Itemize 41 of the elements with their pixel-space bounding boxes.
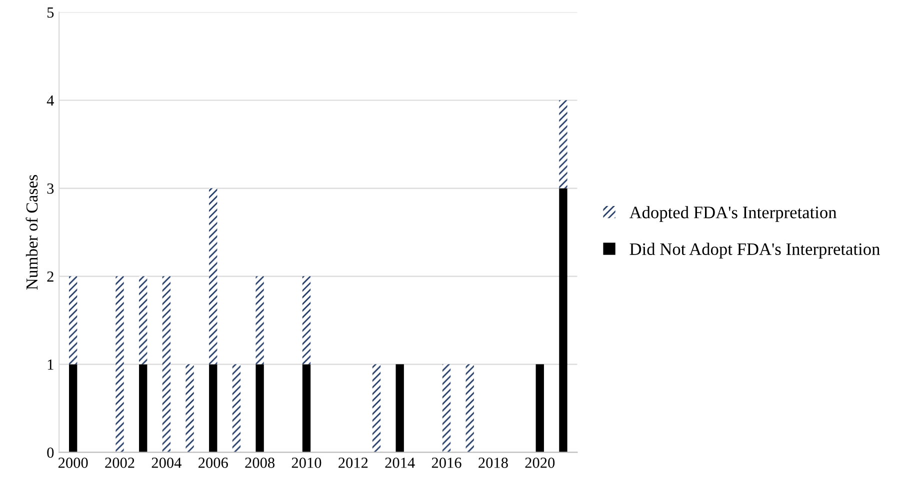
bar <box>139 276 148 364</box>
x-tick-label: 2014 <box>385 458 415 468</box>
x-tick-label: 2018 <box>478 458 508 468</box>
bar <box>442 364 451 452</box>
bar <box>69 276 78 364</box>
bar <box>139 364 148 452</box>
bar <box>396 364 404 452</box>
x-tick-label: 2020 <box>525 458 555 468</box>
bar <box>302 276 311 364</box>
y-tick-label: 5 <box>47 8 54 18</box>
y-tick-label: 1 <box>48 360 54 370</box>
y-tick-label: 3 <box>47 183 54 194</box>
bar <box>559 100 568 188</box>
bar <box>559 188 568 452</box>
bar <box>536 364 544 452</box>
x-tick-label: 2012 <box>338 458 368 468</box>
bar <box>256 364 264 452</box>
bar <box>372 364 381 452</box>
x-tick-label: 2010 <box>292 458 322 468</box>
bar <box>69 364 78 452</box>
x-tick-label: 2008 <box>245 458 274 468</box>
x-tick-label: 2002 <box>105 458 134 468</box>
y-axis-title: Number of Cases <box>26 175 38 290</box>
legend-label: Did Not Adopt FDA's Interpretation <box>630 242 880 259</box>
bar <box>162 276 171 452</box>
x-tick-label: 2006 <box>198 458 228 468</box>
legend-label: Adopted FDA's Interpretation <box>629 206 837 222</box>
bar <box>466 364 474 452</box>
bar <box>256 276 264 364</box>
y-tick-label: 4 <box>46 95 54 106</box>
bar <box>116 276 124 452</box>
x-tick-label: 2004 <box>152 458 182 468</box>
bar <box>209 188 218 364</box>
y-tick-label: 0 <box>47 447 54 458</box>
x-tick-label: 2000 <box>58 458 88 468</box>
bar <box>186 364 194 452</box>
bar <box>232 364 241 452</box>
bar <box>209 364 218 452</box>
y-tick-label: 2 <box>47 271 54 282</box>
bar <box>302 364 311 452</box>
x-tick-label: 2016 <box>432 458 462 468</box>
